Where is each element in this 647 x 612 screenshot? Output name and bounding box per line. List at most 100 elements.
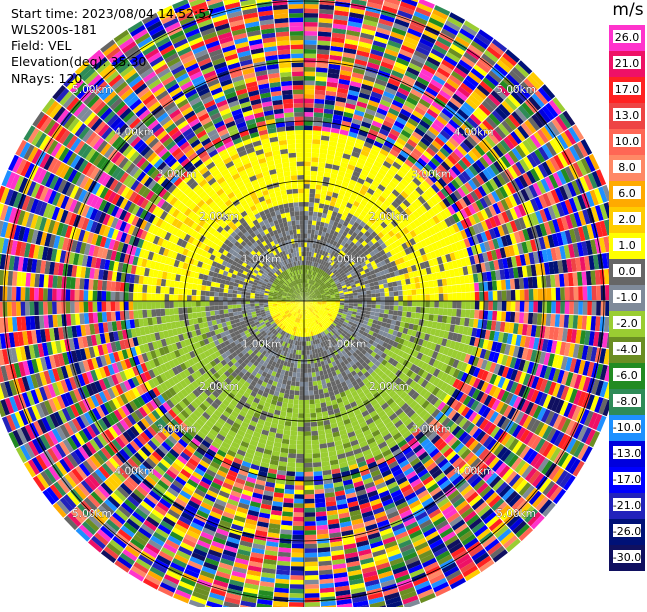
velocity-gate xyxy=(305,481,314,486)
velocity-gate xyxy=(312,144,320,149)
velocity-gate xyxy=(497,311,502,321)
velocity-gate xyxy=(357,292,362,295)
velocity-gate xyxy=(407,301,412,306)
velocity-gate xyxy=(300,337,302,342)
velocity-gate xyxy=(291,571,305,576)
velocity-gate xyxy=(301,355,304,360)
velocity-gate xyxy=(394,306,399,311)
velocity-gate xyxy=(304,166,311,171)
velocity-gate xyxy=(280,529,292,534)
velocity-gate xyxy=(311,431,318,436)
velocity-gate xyxy=(291,557,304,562)
velocity-gate xyxy=(520,290,525,301)
velocity-gate xyxy=(369,282,374,286)
velocity-gate xyxy=(380,309,385,313)
velocity-gate xyxy=(291,566,304,571)
velocity-gate xyxy=(416,295,421,301)
velocity-gate xyxy=(524,289,529,300)
velocity-gate xyxy=(315,230,319,235)
velocity-gate xyxy=(305,589,319,594)
velocity-gate xyxy=(583,301,588,315)
velocity-gate xyxy=(596,286,601,301)
velocity-gate xyxy=(316,376,321,381)
velocity-gate xyxy=(311,234,315,239)
velocity-gate xyxy=(411,307,416,313)
velocity-gate xyxy=(304,54,316,59)
velocity-gate xyxy=(304,422,310,427)
velocity-gate xyxy=(317,217,322,222)
velocity-gate xyxy=(304,63,316,68)
velocity-gate xyxy=(304,121,313,126)
velocity-gate xyxy=(547,288,552,300)
velocity-gate xyxy=(448,293,453,300)
velocity-gate xyxy=(316,63,328,68)
velocity-gate xyxy=(305,490,315,495)
velocity-gate xyxy=(492,281,497,291)
velocity-gate xyxy=(290,580,304,585)
velocity-gate xyxy=(309,350,312,355)
velocity-gate xyxy=(294,395,299,400)
velocity-gate xyxy=(501,280,506,290)
velocity-gate xyxy=(318,208,323,213)
velocity-gate xyxy=(294,499,304,504)
velocity-gate xyxy=(340,297,345,299)
velocity-gate xyxy=(416,301,421,307)
velocity-gate xyxy=(362,307,367,311)
velocity-gate xyxy=(317,525,329,530)
velocity-gate xyxy=(537,313,542,325)
velocity-gate xyxy=(366,287,371,291)
velocity-gate xyxy=(311,422,318,427)
velocity-gate xyxy=(601,285,606,300)
velocity-gate xyxy=(565,287,570,300)
velocity-gate xyxy=(398,291,403,296)
velocity-gate xyxy=(289,444,297,449)
velocity-gate xyxy=(305,476,314,481)
velocity-gate xyxy=(288,453,296,458)
velocity-gate xyxy=(289,367,293,372)
velocity-gate xyxy=(397,311,402,316)
velocity-gate xyxy=(295,481,304,486)
velocity-gate xyxy=(305,553,318,558)
velocity-gate xyxy=(284,426,291,431)
velocity-gate xyxy=(393,310,398,315)
velocity-gate xyxy=(281,525,293,530)
velocity-gate xyxy=(304,171,310,176)
velocity-gate xyxy=(311,368,315,373)
velocity-gate xyxy=(301,364,304,369)
velocity-gate xyxy=(362,294,367,297)
velocity-gate xyxy=(305,449,313,454)
velocity-gate xyxy=(461,284,466,292)
velocity-gate xyxy=(466,292,471,300)
velocity-gate xyxy=(297,436,304,441)
velocity-gate xyxy=(307,359,310,364)
velocity-gate xyxy=(434,294,439,301)
velocity-gate xyxy=(443,308,448,315)
velocity-gate xyxy=(452,301,457,309)
velocity-gate xyxy=(304,386,308,391)
velocity-gate xyxy=(283,503,293,508)
velocity-gate xyxy=(299,400,304,405)
velocity-gate xyxy=(316,67,328,72)
velocity-gate xyxy=(304,395,309,400)
velocity-gate xyxy=(296,467,304,472)
velocity-gate xyxy=(315,403,321,408)
velocity-gate xyxy=(344,299,349,301)
velocity-gate xyxy=(311,171,318,176)
velocity-gate xyxy=(439,301,444,308)
velocity-gate xyxy=(402,311,407,317)
velocity-gate xyxy=(533,289,538,301)
velocity-gate xyxy=(309,211,314,216)
velocity-gate xyxy=(293,368,297,373)
velocity-gate xyxy=(299,409,305,414)
velocity-gate xyxy=(310,189,316,194)
velocity-gate xyxy=(385,292,390,296)
velocity-gate xyxy=(294,363,298,368)
velocity-gate xyxy=(411,283,416,289)
velocity-gate xyxy=(344,296,349,299)
velocity-gate xyxy=(319,158,327,163)
velocity-gate xyxy=(397,286,402,291)
velocity-gate xyxy=(353,304,358,307)
velocity-gate xyxy=(556,301,561,314)
velocity-gate xyxy=(379,284,384,289)
velocity-gate xyxy=(300,373,304,378)
